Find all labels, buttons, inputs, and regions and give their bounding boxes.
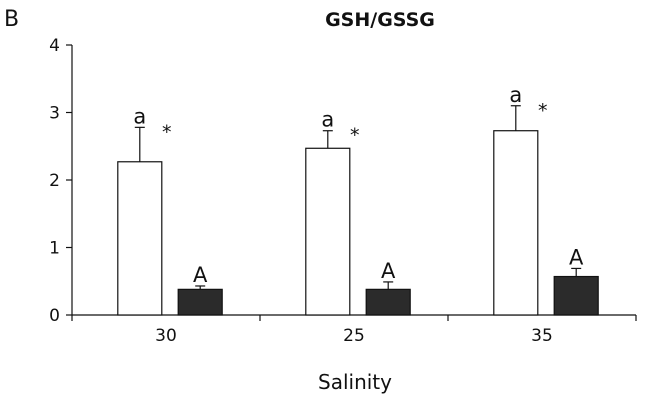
bar [365,288,411,316]
x-tick-label: 30 [155,326,177,346]
significance-asterisk: * [538,100,548,122]
bar [553,275,599,316]
axes-group: 0 1 2 3 4 30 25 35 [49,36,637,346]
bars-group [117,105,599,316]
significance-letter: A [569,245,584,269]
panel-label: B [4,7,19,32]
significance-asterisk: * [350,125,360,147]
significance-asterisk: * [162,121,172,143]
significance-letter: a [133,104,146,128]
y-tick-label: 3 [49,104,60,124]
significance-letter: A [381,259,396,283]
y-tick-label: 4 [49,36,60,56]
significance-letter: A [193,263,208,287]
bar [177,288,223,316]
bar [305,147,351,316]
x-tick-label: 25 [343,326,365,346]
y-tick-label: 2 [49,171,60,191]
y-tick-label: 1 [49,239,60,259]
bar [117,161,163,316]
bar [493,130,539,316]
x-axis-title: Salinity [318,370,392,394]
significance-letter: a [321,108,334,132]
y-tick-label: 0 [49,306,60,326]
chart-title: GSH/GSSG [325,9,435,31]
significance-labels-group: a * a * a * A A A [133,83,584,287]
significance-letter: a [509,83,522,107]
x-tick-label: 35 [531,326,553,346]
